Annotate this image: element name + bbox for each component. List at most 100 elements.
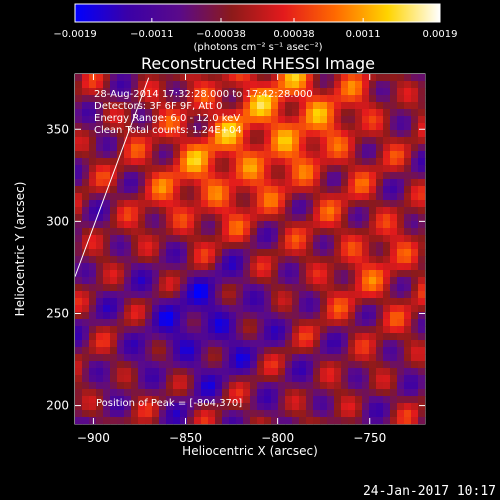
heatmap-cell bbox=[159, 151, 167, 159]
heatmap-cell bbox=[152, 151, 160, 159]
heatmap-cell bbox=[103, 291, 111, 299]
heatmap-cell bbox=[334, 116, 342, 124]
heatmap-cell bbox=[180, 186, 188, 194]
heatmap-cell bbox=[299, 396, 307, 404]
heatmap-cell bbox=[187, 291, 195, 299]
heatmap-cell bbox=[306, 410, 314, 418]
heatmap-cell bbox=[411, 137, 419, 145]
heatmap-cell bbox=[362, 277, 370, 285]
heatmap-cell bbox=[369, 284, 377, 292]
heatmap-cell bbox=[397, 417, 405, 425]
heatmap-cell bbox=[397, 389, 405, 397]
heatmap-cell bbox=[271, 102, 279, 110]
heatmap-cell bbox=[376, 382, 384, 390]
heatmap-cell bbox=[355, 319, 363, 327]
heatmap-cell bbox=[299, 389, 307, 397]
heatmap-cell bbox=[131, 228, 139, 236]
heatmap-cell bbox=[376, 291, 384, 299]
heatmap-cell bbox=[236, 270, 244, 278]
heatmap-cell bbox=[250, 389, 258, 397]
heatmap-cell bbox=[271, 109, 279, 117]
heatmap-cell bbox=[264, 88, 272, 96]
heatmap-cell bbox=[376, 375, 384, 383]
heatmap-cell bbox=[355, 340, 363, 348]
heatmap-cell bbox=[257, 130, 265, 138]
heatmap-cell bbox=[264, 326, 272, 334]
heatmap-cell bbox=[341, 200, 349, 208]
heatmap-cell bbox=[194, 368, 202, 376]
heatmap-cell bbox=[89, 389, 97, 397]
heatmap-cell bbox=[201, 417, 209, 425]
heatmap-cell bbox=[320, 333, 328, 341]
heatmap-cell bbox=[243, 263, 251, 271]
heatmap-cell bbox=[208, 326, 216, 334]
heatmap-cell bbox=[257, 228, 265, 236]
heatmap-cell bbox=[194, 158, 202, 166]
heatmap-cell bbox=[404, 354, 412, 362]
heatmap-cell bbox=[222, 179, 230, 187]
heatmap-cell bbox=[390, 396, 398, 404]
heatmap-cell bbox=[404, 186, 412, 194]
heatmap-cell bbox=[355, 389, 363, 397]
heatmap-cell bbox=[313, 347, 321, 355]
heatmap-cell bbox=[236, 410, 244, 418]
heatmap-cell bbox=[138, 270, 146, 278]
heatmap-cell bbox=[229, 396, 237, 404]
heatmap-cell bbox=[264, 396, 272, 404]
heatmap-cell bbox=[145, 417, 153, 425]
heatmap-cell bbox=[411, 291, 419, 299]
heatmap-cell bbox=[313, 277, 321, 285]
heatmap-cell bbox=[411, 256, 419, 264]
heatmap-cell bbox=[369, 151, 377, 159]
heatmap-cell bbox=[341, 368, 349, 376]
heatmap-cell bbox=[152, 333, 160, 341]
heatmap-cell bbox=[292, 158, 300, 166]
heatmap-cell bbox=[173, 347, 181, 355]
heatmap-cell bbox=[173, 214, 181, 222]
heatmap-cell bbox=[313, 291, 321, 299]
heatmap-cell bbox=[285, 326, 293, 334]
heatmap-cell bbox=[369, 382, 377, 390]
heatmap-cell bbox=[89, 340, 97, 348]
heatmap-cell bbox=[257, 158, 265, 166]
heatmap-cell bbox=[320, 200, 328, 208]
heatmap-cell bbox=[166, 277, 174, 285]
heatmap-cell bbox=[208, 193, 216, 201]
heatmap-cell bbox=[264, 333, 272, 341]
heatmap-cell bbox=[355, 417, 363, 425]
heatmap-cell bbox=[138, 151, 146, 159]
heatmap-cell bbox=[278, 270, 286, 278]
heatmap-cell bbox=[264, 249, 272, 257]
heatmap-cell bbox=[404, 417, 412, 425]
heatmap-cell bbox=[215, 403, 223, 411]
heatmap-cell bbox=[89, 172, 97, 180]
heatmap-cell bbox=[411, 305, 419, 313]
heatmap-cell bbox=[404, 235, 412, 243]
heatmap-cell bbox=[89, 95, 97, 103]
heatmap-cell bbox=[236, 116, 244, 124]
heatmap-cell bbox=[124, 235, 132, 243]
heatmap-cell bbox=[404, 123, 412, 131]
heatmap-cell bbox=[348, 319, 356, 327]
heatmap-cell bbox=[173, 165, 181, 173]
heatmap-cell bbox=[222, 270, 230, 278]
heatmap-cell bbox=[159, 319, 167, 327]
heatmap-cell bbox=[362, 319, 370, 327]
heatmap-cell bbox=[292, 130, 300, 138]
heatmap-cell bbox=[124, 242, 132, 250]
heatmap-cell bbox=[159, 207, 167, 215]
heatmap-cell bbox=[320, 417, 328, 425]
heatmap-cell bbox=[229, 207, 237, 215]
heatmap-cell bbox=[264, 123, 272, 131]
heatmap-cell bbox=[201, 186, 209, 194]
heatmap-cell bbox=[215, 186, 223, 194]
heatmap-cell bbox=[89, 382, 97, 390]
heatmap-cell bbox=[131, 193, 139, 201]
heatmap-cell bbox=[96, 375, 104, 383]
heatmap-cell bbox=[124, 88, 132, 96]
heatmap-cell bbox=[327, 249, 335, 257]
heatmap-cell bbox=[320, 389, 328, 397]
heatmap-cell bbox=[201, 326, 209, 334]
heatmap-cell bbox=[208, 368, 216, 376]
heatmap-cell bbox=[285, 340, 293, 348]
